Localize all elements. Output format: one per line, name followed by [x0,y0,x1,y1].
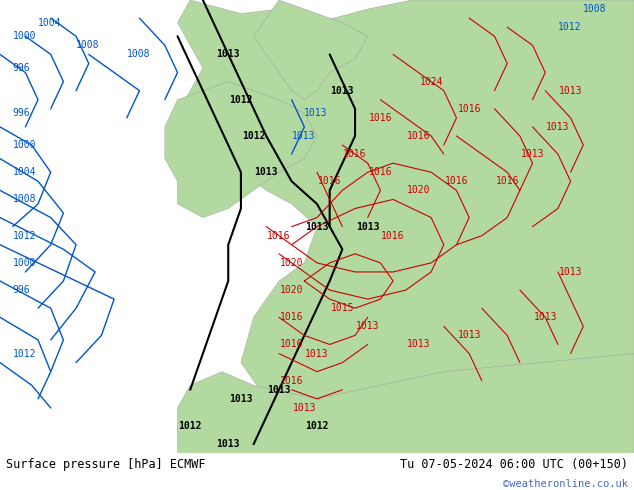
Text: 1013: 1013 [559,86,583,96]
Polygon shape [178,0,634,453]
Text: 1013: 1013 [216,439,240,449]
Text: 1008: 1008 [76,40,100,50]
Text: 1013: 1013 [356,221,380,232]
Text: 1020: 1020 [280,285,304,295]
Text: 1013: 1013 [305,348,329,359]
Text: 1013: 1013 [229,394,253,404]
Text: 1013: 1013 [216,49,240,59]
Text: 1016: 1016 [267,231,291,241]
Text: 1013: 1013 [521,149,545,159]
Text: 996: 996 [13,63,30,73]
Text: 1012: 1012 [178,421,202,431]
Text: 1000: 1000 [13,31,36,41]
Text: 1008: 1008 [127,49,150,59]
Text: 1016: 1016 [457,104,481,114]
Text: 1012: 1012 [13,231,36,241]
Text: 1000: 1000 [13,140,36,150]
Polygon shape [178,354,634,453]
Polygon shape [165,82,317,218]
Text: 1013: 1013 [533,312,557,322]
Text: 1013: 1013 [559,267,583,277]
Text: 1013: 1013 [457,330,481,341]
Text: Surface pressure [hPa] ECMWF: Surface pressure [hPa] ECMWF [6,458,206,471]
Text: 1016: 1016 [318,176,342,186]
Text: 996: 996 [13,285,30,295]
Text: 1016: 1016 [444,176,469,186]
Text: 1013: 1013 [406,340,430,349]
Text: 1004: 1004 [13,167,36,177]
Text: 1013: 1013 [292,403,316,413]
Text: 1013: 1013 [254,167,278,177]
Text: 1016: 1016 [280,376,304,386]
Text: 1015: 1015 [330,303,354,313]
Text: Tu 07-05-2024 06:00 UTC (00+150): Tu 07-05-2024 06:00 UTC (00+150) [399,458,628,471]
Text: 1012: 1012 [242,131,266,141]
Text: 1013: 1013 [356,321,380,331]
Text: 1013: 1013 [330,86,354,96]
Text: 1012: 1012 [558,22,581,32]
Text: 1013: 1013 [292,131,315,141]
Text: 1008: 1008 [13,195,36,204]
Text: ©weatheronline.co.uk: ©weatheronline.co.uk [503,480,628,490]
Text: 1016: 1016 [343,149,367,159]
Text: 1012: 1012 [229,95,253,105]
Text: 1000: 1000 [13,258,36,268]
Text: 1013: 1013 [267,385,291,395]
Text: 1020: 1020 [406,185,430,196]
Polygon shape [254,0,368,99]
Text: 1016: 1016 [406,131,430,141]
Text: 1008: 1008 [583,4,607,14]
Text: 1016: 1016 [280,340,304,349]
Text: 1024: 1024 [419,76,443,87]
Text: 1016: 1016 [368,167,392,177]
Text: 1012: 1012 [305,421,329,431]
Text: 1016: 1016 [495,176,519,186]
Text: 1004: 1004 [38,18,61,27]
Text: 1013: 1013 [305,221,329,232]
Text: 1013: 1013 [546,122,570,132]
Text: 1016: 1016 [368,113,392,123]
Text: 1012: 1012 [13,348,36,359]
Text: 1020: 1020 [280,258,304,268]
Text: 1016: 1016 [381,231,405,241]
Text: 1013: 1013 [304,108,328,118]
Text: 1016: 1016 [280,312,304,322]
Text: 996: 996 [13,108,30,118]
